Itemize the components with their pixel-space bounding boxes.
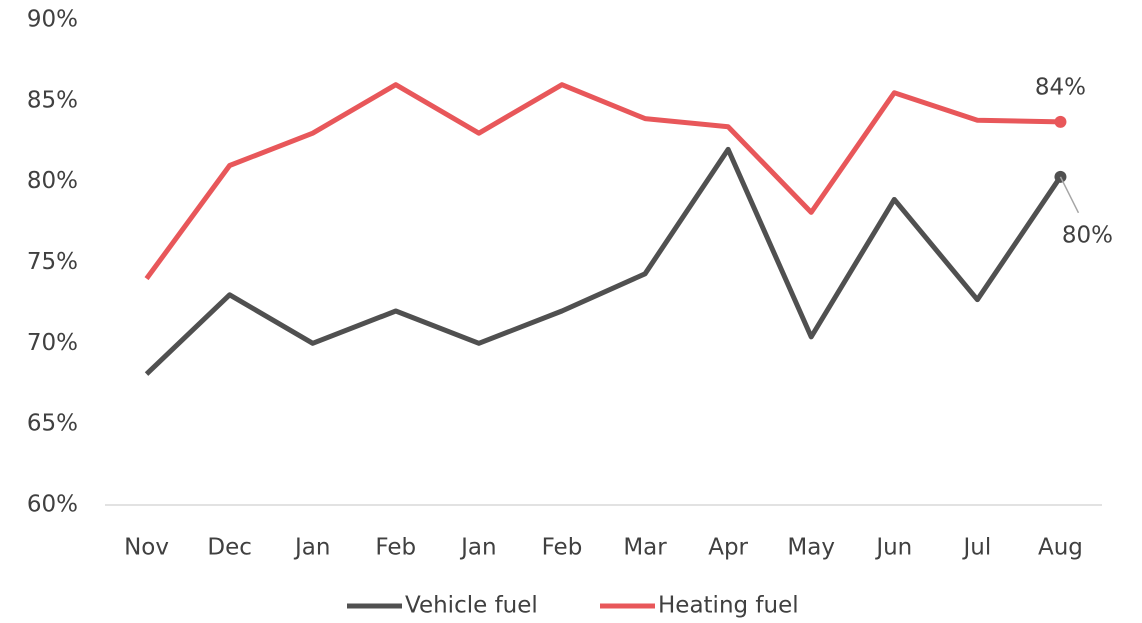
y-tick-label: 80% [27, 168, 78, 194]
legend-label: Heating fuel [658, 593, 799, 619]
y-tick-label: 75% [27, 249, 78, 275]
data-label: 80% [1062, 222, 1113, 248]
x-tick-label: Aug [1038, 535, 1083, 561]
y-tick-label: 70% [27, 330, 78, 356]
x-tick-label: Jan [293, 535, 330, 561]
data-label: 84% [1035, 74, 1086, 100]
x-tick-label: Mar [623, 535, 667, 561]
x-tick-label: Apr [708, 535, 748, 561]
label-leader [1059, 176, 1080, 214]
x-tick-label: Jan [459, 535, 496, 561]
data-point [1054, 115, 1067, 128]
y-tick-label: 60% [27, 492, 78, 518]
y-tick-label: 65% [27, 411, 78, 437]
x-tick-label: May [787, 535, 835, 561]
series-line [144, 82, 1061, 281]
x-tick-label: Jun [874, 535, 912, 561]
x-tick-label: Nov [124, 535, 169, 561]
x-tick-label: Jul [961, 535, 991, 561]
series-line [144, 146, 1063, 376]
y-tick-label: 90% [27, 7, 78, 33]
x-tick-label: Feb [542, 535, 583, 561]
x-tick-label: Feb [375, 535, 416, 561]
legend-label: Vehicle fuel [405, 593, 538, 619]
x-tick-label: Dec [207, 535, 252, 561]
y-tick-label: 85% [27, 87, 78, 113]
